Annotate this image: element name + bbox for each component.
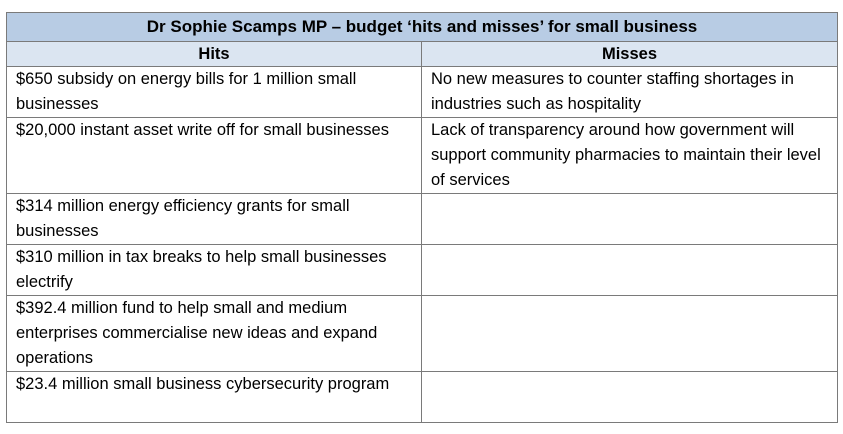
miss-cell — [421, 244, 838, 296]
table-title-row: Dr Sophie Scamps MP – budget ‘hits and m… — [6, 12, 838, 42]
miss-cell — [421, 371, 838, 423]
miss-cell — [421, 295, 838, 372]
miss-cell — [421, 193, 838, 245]
table-title: Dr Sophie Scamps MP – budget ‘hits and m… — [6, 12, 838, 42]
misses-column-header: Misses — [421, 41, 838, 67]
hits-column-header: Hits — [6, 41, 422, 67]
table-row: $314 million energy efficiency grants fo… — [6, 193, 838, 245]
hit-cell: $23.4 million small business cybersecuri… — [6, 371, 422, 423]
document-area: Dr Sophie Scamps MP – budget ‘hits and m… — [6, 12, 838, 423]
hit-cell: $650 subsidy on energy bills for 1 milli… — [6, 66, 422, 118]
hit-cell: $20,000 instant asset write off for smal… — [6, 117, 422, 194]
table-row: $310 million in tax breaks to help small… — [6, 244, 838, 296]
table-row: $392.4 million fund to help small and me… — [6, 295, 838, 372]
miss-cell: No new measures to counter staffing shor… — [421, 66, 838, 118]
miss-cell: Lack of transparency around how governme… — [421, 117, 838, 194]
hit-cell: $310 million in tax breaks to help small… — [6, 244, 422, 296]
table-row: $23.4 million small business cybersecuri… — [6, 371, 838, 423]
hits-misses-table: Dr Sophie Scamps MP – budget ‘hits and m… — [6, 12, 838, 423]
table-row: $650 subsidy on energy bills for 1 milli… — [6, 66, 838, 118]
table-row: $20,000 instant asset write off for smal… — [6, 117, 838, 194]
hit-cell: $392.4 million fund to help small and me… — [6, 295, 422, 372]
table-header-row: Hits Misses — [6, 41, 838, 67]
hit-cell: $314 million energy efficiency grants fo… — [6, 193, 422, 245]
